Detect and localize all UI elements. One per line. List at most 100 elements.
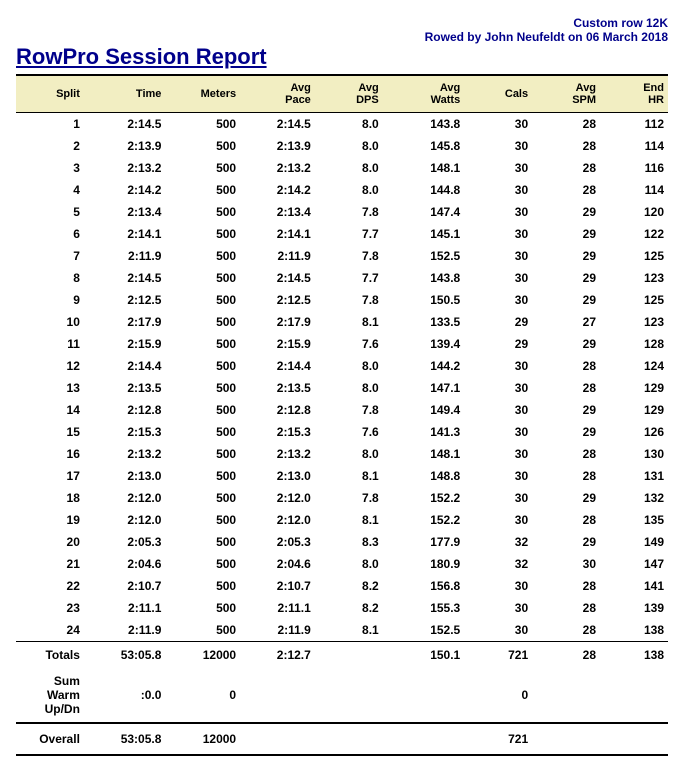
cell-cals: 30: [464, 443, 532, 465]
cell-dps: 8.0: [315, 443, 383, 465]
cell-pace: 2:13.4: [240, 201, 315, 223]
cell-split: 9: [16, 289, 84, 311]
cell-meters: 500: [165, 597, 240, 619]
cell-pace: 2:13.2: [240, 443, 315, 465]
cell-meters: 500: [165, 311, 240, 333]
cell-hr: 129: [600, 399, 668, 421]
cell-split: 1: [16, 113, 84, 136]
cell-watts: 150.5: [383, 289, 465, 311]
cell-meters: 500: [165, 619, 240, 642]
cell-hr: 129: [600, 377, 668, 399]
cell-split: 12: [16, 355, 84, 377]
cell-hr: 125: [600, 289, 668, 311]
cell-pace: 2:15.3: [240, 421, 315, 443]
cell-spm: 28: [532, 377, 600, 399]
table-row: 112:15.95002:15.97.6139.42929128: [16, 333, 668, 355]
table-row: 102:17.95002:17.98.1133.52927123: [16, 311, 668, 333]
cell-hr: 149: [600, 531, 668, 553]
cell-cals: 29: [464, 333, 532, 355]
table-row: 222:10.75002:10.78.2156.83028141: [16, 575, 668, 597]
cell-meters: 500: [165, 245, 240, 267]
cell-watts: 177.9: [383, 531, 465, 553]
cell-hr: 124: [600, 355, 668, 377]
cell-spm: 28: [532, 619, 600, 642]
cell-meters: 500: [165, 575, 240, 597]
totals-meters: 12000: [165, 642, 240, 669]
cell-pace: 2:14.5: [240, 267, 315, 289]
totals-label: Totals: [16, 642, 84, 669]
cell-hr: 138: [600, 619, 668, 642]
cell-watts: 139.4: [383, 333, 465, 355]
col-cals: Cals: [464, 75, 532, 113]
cell-hr: 147: [600, 553, 668, 575]
cell-pace: 2:12.5: [240, 289, 315, 311]
warm-watts: [383, 668, 465, 723]
cell-time: 2:11.1: [84, 597, 166, 619]
cell-cals: 30: [464, 135, 532, 157]
cell-split: 3: [16, 157, 84, 179]
warm-hr: [600, 668, 668, 723]
table-row: 12:14.55002:14.58.0143.83028112: [16, 113, 668, 136]
totals-spm: 28: [532, 642, 600, 669]
cell-split: 5: [16, 201, 84, 223]
cell-spm: 29: [532, 399, 600, 421]
cell-cals: 30: [464, 245, 532, 267]
overall-row: Overall 53:05.8 12000 721: [16, 723, 668, 755]
cell-spm: 29: [532, 487, 600, 509]
overall-label: Overall: [16, 723, 84, 755]
cell-split: 14: [16, 399, 84, 421]
session-name: Custom row 12K: [16, 16, 668, 30]
cell-split: 17: [16, 465, 84, 487]
cell-time: 2:14.5: [84, 267, 166, 289]
cell-meters: 500: [165, 377, 240, 399]
cell-spm: 29: [532, 223, 600, 245]
cell-pace: 2:14.1: [240, 223, 315, 245]
col-spm: AvgSPM: [532, 75, 600, 113]
totals-hr: 138: [600, 642, 668, 669]
cell-split: 4: [16, 179, 84, 201]
cell-cals: 30: [464, 421, 532, 443]
cell-watts: 141.3: [383, 421, 465, 443]
warm-time: :0.0: [84, 668, 166, 723]
cell-spm: 29: [532, 245, 600, 267]
cell-hr: 131: [600, 465, 668, 487]
cell-split: 7: [16, 245, 84, 267]
cell-dps: 8.1: [315, 509, 383, 531]
cell-hr: 139: [600, 597, 668, 619]
cell-pace: 2:12.0: [240, 487, 315, 509]
cell-watts: 156.8: [383, 575, 465, 597]
totals-pace: 2:12.7: [240, 642, 315, 669]
cell-split: 19: [16, 509, 84, 531]
table-row: 92:12.55002:12.57.8150.53029125: [16, 289, 668, 311]
cell-dps: 7.7: [315, 223, 383, 245]
cell-dps: 8.0: [315, 355, 383, 377]
cell-pace: 2:11.1: [240, 597, 315, 619]
cell-spm: 28: [532, 135, 600, 157]
cell-time: 2:13.9: [84, 135, 166, 157]
cell-hr: 126: [600, 421, 668, 443]
cell-watts: 145.8: [383, 135, 465, 157]
table-row: 82:14.55002:14.57.7143.83029123: [16, 267, 668, 289]
cell-cals: 30: [464, 509, 532, 531]
table-row: 22:13.95002:13.98.0145.83028114: [16, 135, 668, 157]
cell-dps: 7.7: [315, 267, 383, 289]
cell-watts: 152.5: [383, 619, 465, 642]
cell-cals: 30: [464, 597, 532, 619]
cell-cals: 30: [464, 355, 532, 377]
cell-dps: 8.2: [315, 597, 383, 619]
cell-hr: 116: [600, 157, 668, 179]
table-row: 62:14.15002:14.17.7145.13029122: [16, 223, 668, 245]
cell-time: 2:14.4: [84, 355, 166, 377]
cell-meters: 500: [165, 201, 240, 223]
cell-watts: 147.1: [383, 377, 465, 399]
cell-cals: 30: [464, 487, 532, 509]
cell-dps: 8.1: [315, 311, 383, 333]
cell-spm: 28: [532, 157, 600, 179]
cell-dps: 8.0: [315, 135, 383, 157]
cell-meters: 500: [165, 135, 240, 157]
cell-spm: 28: [532, 465, 600, 487]
cell-dps: 7.6: [315, 421, 383, 443]
cell-pace: 2:12.8: [240, 399, 315, 421]
cell-pace: 2:10.7: [240, 575, 315, 597]
cell-meters: 500: [165, 465, 240, 487]
